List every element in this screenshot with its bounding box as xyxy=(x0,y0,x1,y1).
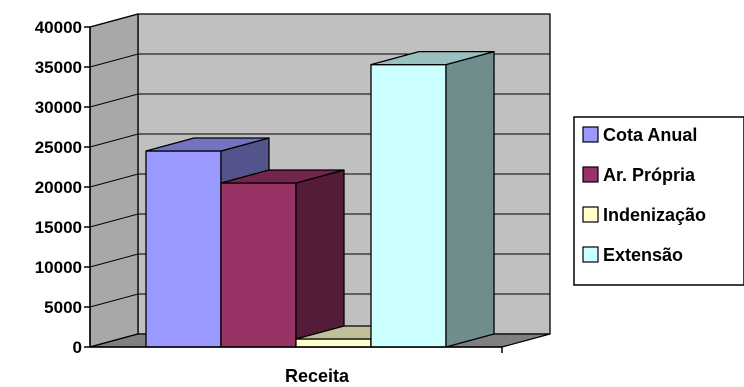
legend-swatch xyxy=(582,166,599,183)
legend-swatch xyxy=(582,206,599,223)
y-tick-label: 25000 xyxy=(35,138,82,157)
bars xyxy=(145,50,495,348)
x-axis-label: Receita xyxy=(285,366,350,386)
bar-side xyxy=(295,169,345,348)
y-tick-label: 5000 xyxy=(44,298,82,317)
y-tick-label: 40000 xyxy=(35,18,82,37)
legend-item: Indenização xyxy=(582,205,706,225)
gridline xyxy=(89,13,550,28)
legend: Cota Anual Ar. Própria Indenização Extensão xyxy=(573,116,744,286)
y-tick-label: 0 xyxy=(73,338,82,357)
y-tick-label: 35000 xyxy=(35,58,82,77)
y-tick-label: 10000 xyxy=(35,258,82,277)
bar-top xyxy=(145,137,270,152)
legend-swatch xyxy=(582,246,599,263)
axes xyxy=(84,26,503,353)
bar-front xyxy=(220,182,297,348)
legend-label: Cota Anual xyxy=(603,125,697,145)
bar-front xyxy=(370,63,447,348)
bar-top xyxy=(370,50,495,66)
legend-box xyxy=(573,116,744,286)
y-tick-label: 30000 xyxy=(35,98,82,117)
legend-item: Extensão xyxy=(582,245,683,265)
bar-side xyxy=(445,50,495,348)
legend-label: Ar. Própria xyxy=(603,165,696,185)
legend-item: Cota Anual xyxy=(582,125,697,145)
bar-front xyxy=(295,338,372,348)
legend-label: Extensão xyxy=(603,245,683,265)
bar-top xyxy=(220,169,345,184)
legend-label: Indenização xyxy=(603,205,706,225)
bar-front xyxy=(145,150,222,348)
bar-extens-o xyxy=(370,50,495,348)
y-tick-labels: 0 5000 10000 15000 20000 25000 30000 35000 40000 xyxy=(35,18,82,357)
legend-swatch xyxy=(582,126,599,143)
y-tick-label: 20000 xyxy=(35,178,82,197)
y-tick-label: 15000 xyxy=(35,218,82,237)
bar-ar-pr-pria xyxy=(220,169,345,348)
legend-item: Ar. Própria xyxy=(582,165,696,185)
